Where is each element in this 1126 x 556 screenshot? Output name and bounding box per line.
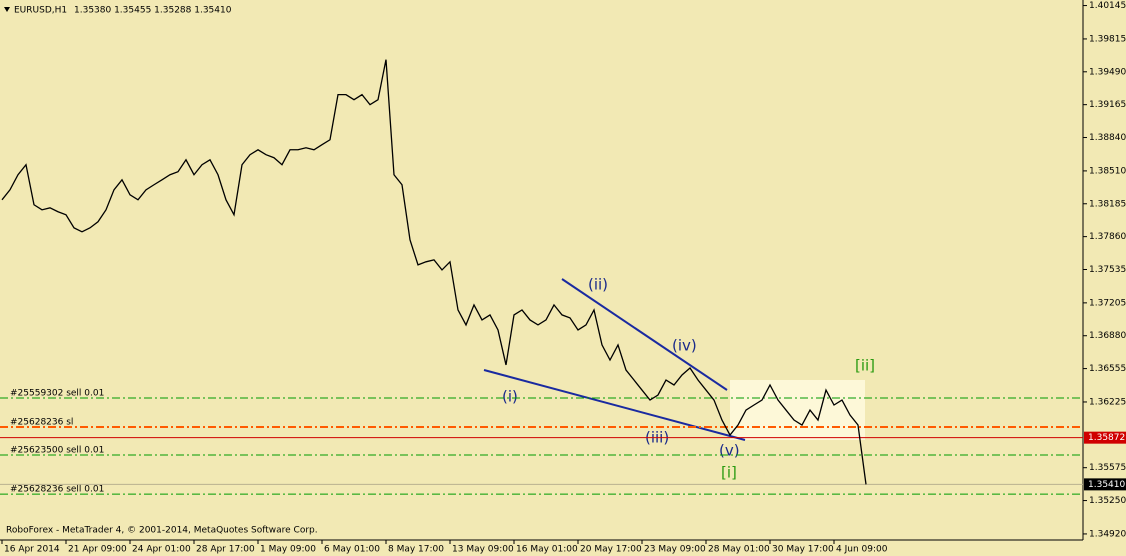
x-tick-label: 20 May 17:00 <box>580 545 642 555</box>
y-tick-label: 1.37535 <box>1089 265 1126 275</box>
y-tick-label: 1.35250 <box>1089 496 1126 506</box>
y-tick-label: 1.37205 <box>1089 298 1126 308</box>
x-tick-label: 30 May 17:00 <box>772 545 834 555</box>
y-tick-label: 1.36880 <box>1089 331 1126 341</box>
x-tick-label: 4 Jun 09:00 <box>836 545 888 555</box>
wave-label: (iv) <box>672 337 697 355</box>
footer: RoboForex - MetaTrader 4, © 2001-2014, M… <box>6 526 318 536</box>
y-tick-label: 1.38510 <box>1089 166 1126 176</box>
x-tick-label: 1 May 09:00 <box>260 545 316 555</box>
trend-line <box>561 278 728 391</box>
wave-label: (i) <box>502 388 518 406</box>
range-box <box>730 380 865 440</box>
y-tick-label: 1.35575 <box>1089 463 1126 473</box>
price-marker-box <box>1084 478 1126 491</box>
price-marker-label: 1.35410 <box>1088 480 1125 490</box>
x-tick-label: 28 May 01:00 <box>708 545 770 555</box>
x-tick-label: 16 May 01:00 <box>516 545 578 555</box>
order-label: #25559302 sell 0.01 <box>10 389 104 399</box>
order-label: #25628236 sell 0.01 <box>10 485 104 495</box>
wave-label: [ii] <box>855 357 875 375</box>
x-tick-label: 28 Apr 17:00 <box>196 545 255 555</box>
y-tick-label: 1.38185 <box>1089 199 1126 209</box>
x-tick-label: 13 May 09:00 <box>452 545 514 555</box>
wave-label: (v) <box>719 442 740 460</box>
x-tick-label: 6 May 01:00 <box>324 545 380 555</box>
y-tick-label: 1.39165 <box>1089 100 1126 110</box>
quote: 1.35380 1.35455 1.35288 1.35410 <box>74 6 232 16</box>
wave-label: (ii) <box>588 276 608 294</box>
price-marker-label: 1.35872 <box>1088 433 1125 443</box>
y-tick-label: 1.37860 <box>1089 232 1126 242</box>
y-tick-label: 1.39490 <box>1089 67 1126 77</box>
y-tick-label: 1.40145 <box>1089 1 1126 11</box>
price-marker-box <box>1084 431 1126 444</box>
y-tick-label: 1.36225 <box>1089 397 1126 407</box>
trend-line <box>483 369 746 441</box>
y-tick-label: 1.34920 <box>1089 529 1126 539</box>
x-tick-label: 24 Apr 01:00 <box>132 545 191 555</box>
y-tick-label: 1.38840 <box>1089 133 1126 143</box>
x-tick-label: 23 May 09:00 <box>644 545 706 555</box>
symbol: EURUSD,H1 <box>14 6 67 16</box>
x-tick-label: 16 Apr 2014 <box>4 545 60 555</box>
price-line-series <box>1 59 867 485</box>
order-label: #25623500 sell 0.01 <box>10 446 104 456</box>
wave-label: [i] <box>721 464 737 482</box>
x-tick-label: 8 May 17:00 <box>388 545 444 555</box>
menu-arrow <box>4 7 10 12</box>
y-tick-label: 1.36555 <box>1089 364 1126 374</box>
x-tick-label: 21 Apr 09:00 <box>68 545 127 555</box>
y-tick-label: 1.39815 <box>1089 34 1126 44</box>
order-label: #25628236 sl <box>10 418 73 428</box>
